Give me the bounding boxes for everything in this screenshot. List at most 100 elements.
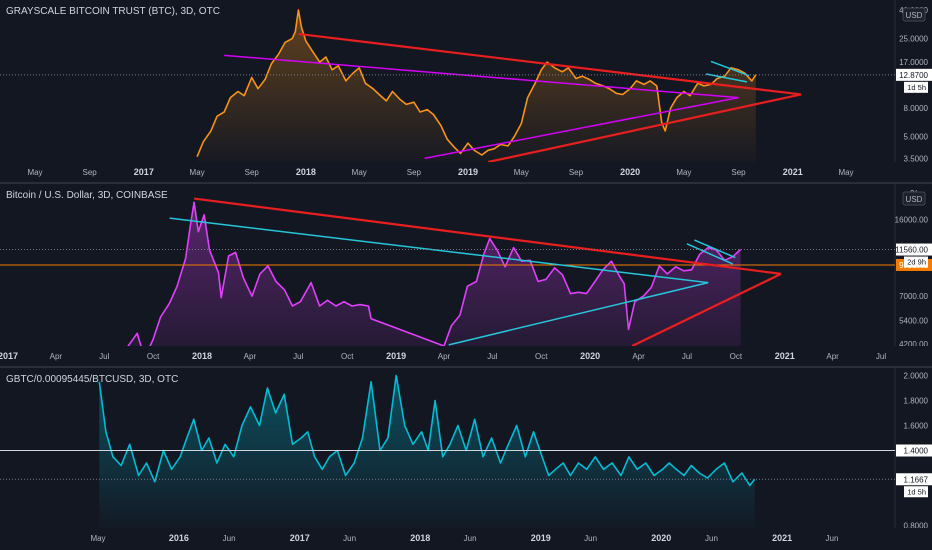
btcusd-chart-title: Bitcoin / U.S. Dollar, 3D, COINBASE [6,190,168,201]
x-tick-label: May [190,168,205,177]
gbtc-btc-ratio-chart[interactable]: 2.00001.80001.60001.40000.80001.40001.16… [0,368,932,531]
y-tick-label: 8.0000 [904,104,929,113]
last-value-label: 1.1667 [904,475,929,484]
x-tick-label: Jun [343,534,356,543]
x-tick-label: Sep [245,168,260,177]
horizontal-level-badge [896,444,932,457]
y-tick-label: 4200.00 [899,340,928,346]
panel-divider[interactable] [0,366,932,368]
x-tick-label: 2019 [531,533,551,543]
x-tick-label: Apr [826,352,839,361]
x-tick-label: Jun [464,534,477,543]
x-tick-label: 2021 [775,351,795,361]
y-tick-label: 2.0000 [904,372,929,381]
x-tick-label: May [27,168,42,177]
y-tick-label: 5.0000 [904,133,929,142]
y-tick-label: 0.8000 [904,522,929,529]
x-tick-label: 2018 [192,351,212,361]
x-tick-label: Jul [487,352,497,361]
series-line [119,201,742,382]
trendline-cyan [710,60,750,77]
last-value-label: 12.8700 [899,71,928,80]
btcusd-price-chart[interactable]: 16000.007000.005400.004200.002(USD9793.4… [0,184,932,382]
x-tick-label: Oct [730,352,743,361]
x-tick-label: 2021 [783,167,803,177]
trendline-red [298,32,802,96]
x-tick-label: Jun [826,534,839,543]
x-tick-label: Jul [99,352,109,361]
y-tick-label: 1.6000 [904,422,929,431]
x-tick-label: 2018 [410,533,430,543]
x-tick-label: Sep [83,168,98,177]
x-tick-label: Apr [50,352,63,361]
countdown-badge [904,256,928,268]
x-tick-label: Sep [569,168,584,177]
x-tick-label: 2017 [134,167,154,177]
countdown-label: 1d 5h [907,487,926,496]
x-tick-label: Oct [535,352,548,361]
x-tick-label: Jul [876,352,886,361]
ratio-chart-title: GBTC/0.00095445/BTCUSD, 3D, OTC [6,374,179,385]
x-tick-label: Jul [293,352,303,361]
trendline-red [193,197,782,275]
last-value-badge [896,243,932,256]
trendline-red [487,93,802,164]
y-tick-label: 25.0000 [899,35,928,44]
y-tick-label: 16000.00 [895,215,929,224]
x-tick-label: May [676,168,691,177]
x-tick-label: May [838,168,853,177]
panel-divider[interactable] [0,182,932,184]
x-tick-label: Jun [705,534,718,543]
trendline-cyan [686,243,733,265]
x-tick-label: 2020 [620,167,640,177]
series-area [120,202,741,382]
x-tick-label: 2017 [290,533,310,543]
countdown-label: 1d 5h [907,83,926,92]
trendline-cyan [169,217,709,284]
x-tick-label: 2020 [580,351,600,361]
gbtc-chart-title: GRAYSCALE BITCOIN TRUST (BTC), 3D, OTC [6,6,220,17]
trendline-magenta [424,96,739,160]
last-value-badge [896,68,932,81]
x-tick-label: May [352,168,367,177]
btcusd-price-panel[interactable]: 16000.007000.005400.004200.002(USD9793.4… [0,184,932,382]
x-tick-label: Jun [584,534,597,543]
y-tick-label: 7000.00 [899,292,928,301]
countdown-badge [904,81,928,93]
time-axis[interactable]: 2017 Apr Jul Oct 2018 Apr Jul Oct 2019 Apr Jul Oct 2… [0,346,932,366]
y-tick-label: 5400.00 [899,316,928,325]
trendline-cyan [448,281,709,346]
gbtc-price-panel[interactable]: 40.000025.000017.00008.00005.00003.5000U… [0,0,932,164]
x-tick-label: 2016 [169,533,189,543]
last-value-label: 11560.00 [895,246,928,255]
y-tick-label: 17.0000 [899,58,928,67]
x-tick-label: Oct [341,352,354,361]
y-tick-label: 3.5000 [904,154,929,162]
currency-badge [902,191,926,206]
x-tick-label: Oct [147,352,160,361]
x-tick-label: 2021 [772,533,792,543]
trendline-magenta [224,54,739,99]
series-area [99,375,755,528]
y-tick-label: 1.8000 [904,397,929,406]
currency-label: USD [906,195,923,204]
x-tick-label: 2020 [651,533,671,543]
time-axis[interactable]: May Sep 2017 May Sep 2018 May Sep 2019 May Sep 2020… [0,162,932,182]
x-tick-label: Sep [731,168,746,177]
x-tick-label: Apr [438,352,451,361]
x-tick-label: 2017 [0,351,18,361]
x-tick-label: 2018 [296,167,316,177]
gbtc-price-chart[interactable]: 40.000025.000017.00008.00005.00003.5000U… [0,0,932,164]
countdown-label: 2d 9h [907,258,926,267]
currency-label: USD [906,11,923,20]
x-tick-label: Apr [244,352,257,361]
gbtc-btc-ratio-panel[interactable]: 2.00001.80001.60001.40000.80001.40001.16… [0,368,932,531]
x-tick-label: May [90,534,105,543]
time-axis[interactable]: May 2016 Jun 2017 Jun 2018 Jun 2019 Jun 2020 Jun 20… [0,528,932,548]
series-area [197,10,756,162]
x-tick-label: Apr [632,352,645,361]
countdown-badge [904,486,928,498]
trendline-cyan [705,73,748,83]
x-tick-label: Jun [223,534,236,543]
currency-badge [902,7,926,22]
